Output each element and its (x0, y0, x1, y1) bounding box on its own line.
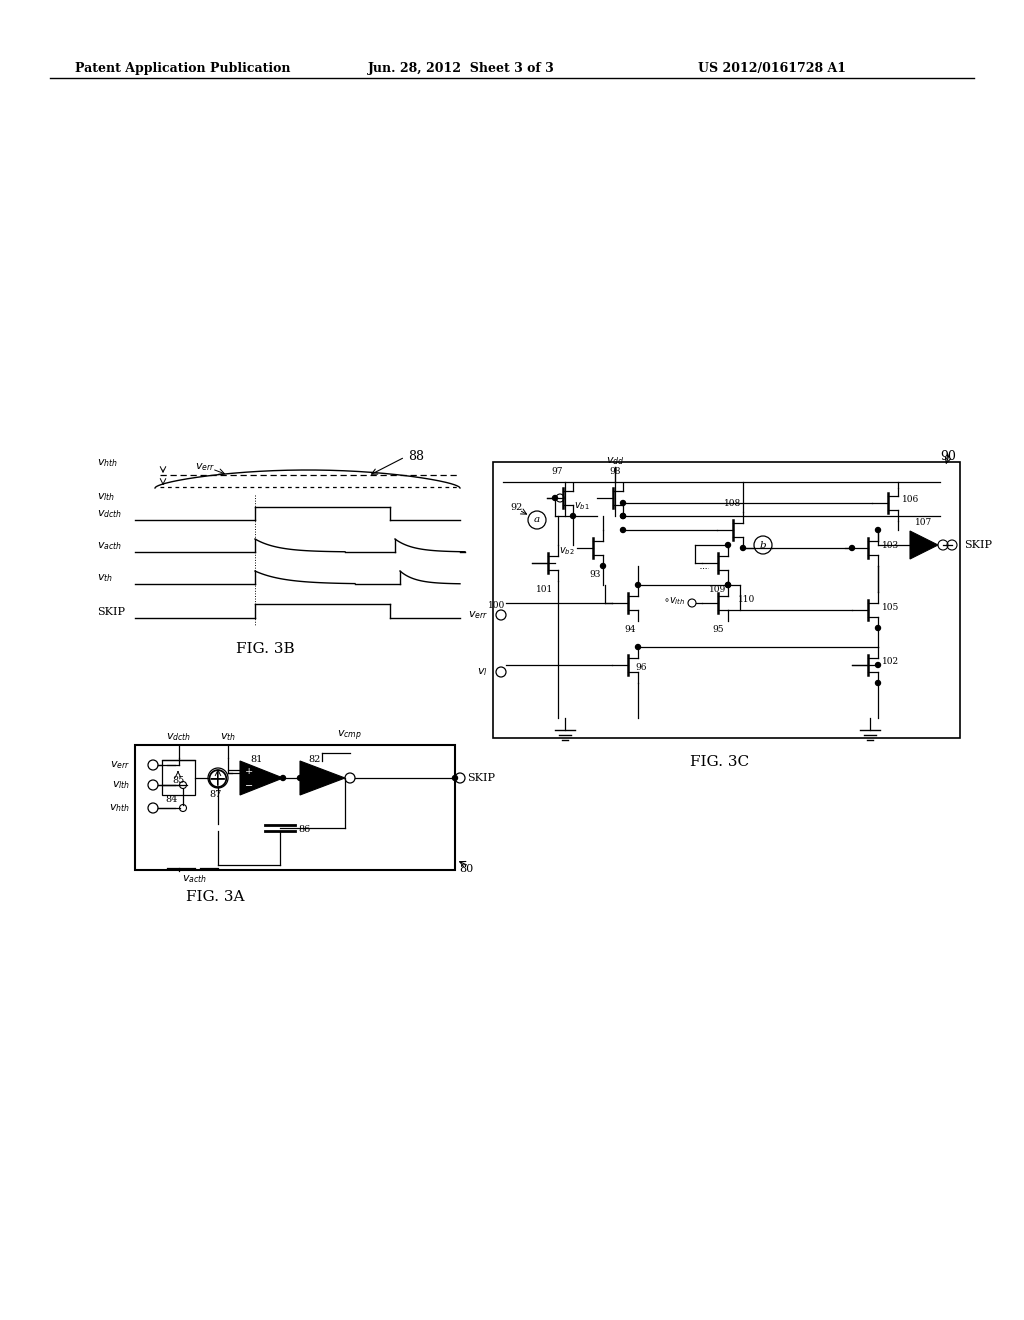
Text: SKIP: SKIP (97, 607, 125, 616)
Text: $v_{hth}$: $v_{hth}$ (109, 803, 130, 814)
Text: 88: 88 (408, 450, 424, 463)
Text: 92: 92 (511, 503, 523, 512)
Circle shape (740, 545, 745, 550)
Text: 103: 103 (882, 540, 899, 549)
Text: 86: 86 (298, 825, 310, 834)
Text: $v_{th}$: $v_{th}$ (97, 572, 113, 583)
Polygon shape (910, 531, 938, 558)
Circle shape (636, 582, 640, 587)
Text: 101: 101 (537, 585, 554, 594)
Circle shape (298, 776, 302, 780)
Circle shape (876, 626, 881, 631)
Text: $v_{b2}$: $v_{b2}$ (559, 545, 575, 557)
Text: SKIP: SKIP (964, 540, 992, 550)
Text: 85: 85 (172, 776, 184, 785)
Circle shape (621, 528, 626, 532)
Circle shape (876, 681, 881, 685)
Circle shape (725, 543, 730, 548)
Text: Jun. 28, 2012  Sheet 3 of 3: Jun. 28, 2012 Sheet 3 of 3 (368, 62, 555, 75)
Text: $v_{th}$: $v_{th}$ (220, 731, 236, 743)
Text: 106: 106 (902, 495, 920, 504)
Text: 96: 96 (635, 663, 646, 672)
Polygon shape (240, 762, 283, 795)
Text: FIG. 3A: FIG. 3A (185, 890, 245, 904)
Text: $\circ v_{lth}$: $\circ v_{lth}$ (663, 595, 685, 607)
Text: 98: 98 (609, 467, 621, 477)
Circle shape (281, 776, 286, 780)
Circle shape (570, 513, 575, 519)
Text: a: a (534, 516, 540, 524)
Text: 84: 84 (165, 796, 177, 804)
Text: 102: 102 (882, 657, 899, 667)
Bar (162, 760, 195, 795)
Text: 97: 97 (551, 467, 563, 477)
Text: 80: 80 (459, 865, 473, 874)
Text: $v_{lth}$: $v_{lth}$ (97, 491, 115, 503)
Text: $v_{lth}$: $v_{lth}$ (112, 779, 130, 791)
Text: $v_{dd}$: $v_{dd}$ (606, 455, 625, 467)
Circle shape (600, 564, 605, 569)
Text: b: b (760, 540, 766, 549)
Text: $-$: $-$ (245, 780, 254, 789)
Circle shape (453, 776, 458, 780)
Text: FIG. 3C: FIG. 3C (690, 755, 750, 770)
Text: SKIP: SKIP (467, 774, 495, 783)
Text: 90: 90 (940, 450, 955, 463)
Text: $v_l$: $v_l$ (477, 667, 488, 678)
Circle shape (621, 513, 626, 519)
Text: $\bigoplus$: $\bigoplus$ (208, 767, 228, 789)
Text: 110: 110 (738, 595, 756, 605)
Text: $v_{err}$: $v_{err}$ (468, 609, 488, 620)
Polygon shape (300, 762, 345, 795)
Text: $v_{err}$: $v_{err}$ (195, 461, 215, 473)
Text: 82: 82 (309, 755, 322, 764)
Text: 81: 81 (251, 755, 263, 764)
Circle shape (876, 528, 881, 532)
Circle shape (725, 582, 730, 587)
Circle shape (636, 644, 640, 649)
Text: 95: 95 (712, 624, 724, 634)
Text: $v_{acth}$: $v_{acth}$ (97, 540, 122, 552)
Text: $v_{cmp}$: $v_{cmp}$ (338, 729, 362, 743)
Text: 100: 100 (488, 601, 506, 610)
Text: 105: 105 (882, 602, 899, 611)
Text: $v_{acth}$: $v_{acth}$ (182, 873, 208, 884)
Text: FIG. 3B: FIG. 3B (236, 642, 294, 656)
Circle shape (621, 500, 626, 506)
Text: US 2012/0161728 A1: US 2012/0161728 A1 (698, 62, 846, 75)
Text: Patent Application Publication: Patent Application Publication (75, 62, 291, 75)
Text: $v_{dcth}$: $v_{dcth}$ (97, 508, 122, 520)
Text: 109: 109 (710, 585, 727, 594)
Text: $v_{hth}$: $v_{hth}$ (97, 457, 118, 469)
Text: $v_{err}$: $v_{err}$ (110, 759, 130, 771)
Text: $v_{b1}$: $v_{b1}$ (574, 500, 590, 512)
Text: 94: 94 (625, 624, 636, 634)
Circle shape (621, 513, 626, 519)
Text: 87: 87 (210, 789, 222, 799)
Circle shape (850, 545, 854, 550)
Circle shape (553, 495, 557, 500)
Bar (493, 462, 961, 738)
Circle shape (876, 663, 881, 668)
Text: 93: 93 (590, 570, 601, 579)
Text: 108: 108 (724, 499, 741, 508)
Circle shape (725, 582, 730, 587)
Text: $v_{dcth}$: $v_{dcth}$ (166, 731, 191, 743)
Text: 107: 107 (915, 517, 933, 527)
Bar (135, 744, 455, 870)
Text: +: + (245, 767, 253, 776)
